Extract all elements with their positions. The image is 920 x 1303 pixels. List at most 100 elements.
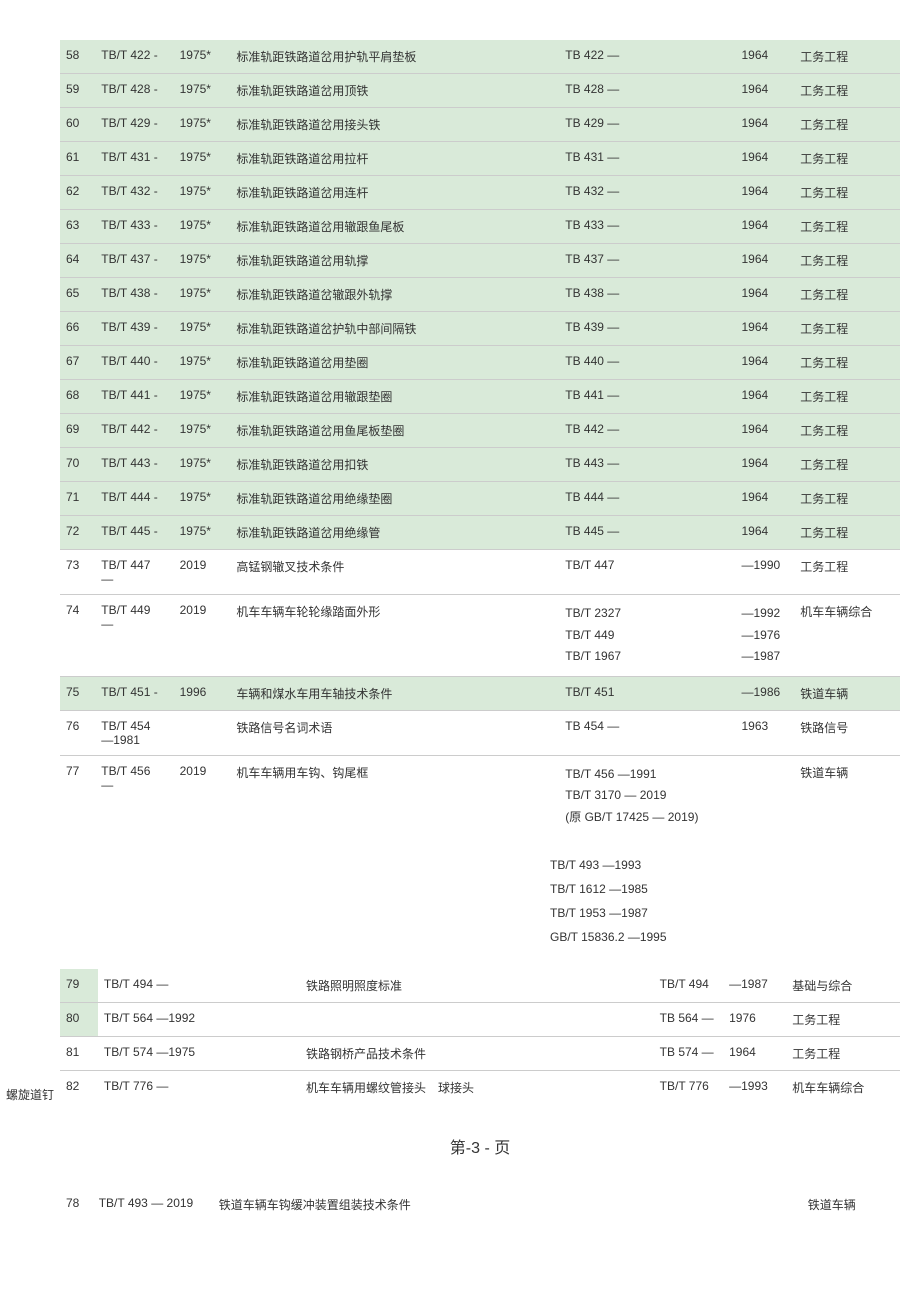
std-year: 1975* <box>172 74 231 108</box>
category: 工务工程 <box>794 244 900 278</box>
row-index: 59 <box>60 74 95 108</box>
table-row: 65TB/T 438 -1975*标准轨距铁路道岔辙跟外轨撑TB 438 —19… <box>60 278 900 312</box>
category: 铁路信号 <box>794 710 900 755</box>
table-row: 68TB/T 441 -1975*标准轨距铁路道岔用辙跟垫圈TB 441 —19… <box>60 380 900 414</box>
table-row: 72TB/T 445 -1975*标准轨距铁路道岔用绝缘管TB 445 —196… <box>60 516 900 550</box>
std-year: 1975* <box>172 516 231 550</box>
ref-code: TB 429 — <box>559 108 735 142</box>
row-index: 77 <box>60 755 95 836</box>
ref-code: TB/T 494 <box>654 969 723 1003</box>
row-index: 74 <box>60 595 95 677</box>
category: 工务工程 <box>794 108 900 142</box>
std-title: 标准轨距铁路道岔用绝缘管 <box>230 516 559 550</box>
category: 工务工程 <box>794 40 900 74</box>
table-row: 70TB/T 443 -1975*标准轨距铁路道岔用扣铁TB 443 —1964… <box>60 448 900 482</box>
ref-code: TB 440 — <box>559 346 735 380</box>
ref-line: —1987 <box>741 646 788 668</box>
table-row: 59TB/T 428 -1975*标准轨距铁路道岔用顶铁TB 428 —1964… <box>60 74 900 108</box>
table-row: 76TB/T 454 —1981铁路信号名词术语TB 454 —1963铁路信号 <box>60 710 900 755</box>
std-year: 1975* <box>172 176 231 210</box>
std-year: 2019 <box>172 595 231 677</box>
std-year: 1975* <box>172 40 231 74</box>
std-year: 1975* <box>172 278 231 312</box>
ref-line: GB/T 15836.2 —1995 <box>550 925 900 949</box>
ref-code: TB 441 — <box>559 380 735 414</box>
row-index: 70 <box>60 448 95 482</box>
ref-code: TB 433 — <box>559 210 735 244</box>
ref-code: TB/T 451 <box>559 676 735 710</box>
ref-code: TB 442 — <box>559 414 735 448</box>
std-title: 标准轨距铁路道岔用扣铁 <box>230 448 559 482</box>
table-row: 67TB/T 440 -1975*标准轨距铁路道岔用垫圈TB 440 —1964… <box>60 346 900 380</box>
std-year: 1975* <box>172 346 231 380</box>
row-index: 64 <box>60 244 95 278</box>
ref-code: TB 445 — <box>559 516 735 550</box>
table-row: 75TB/T 451 -1996车辆和煤水车用车轴技术条件TB/T 451—19… <box>60 676 900 710</box>
row-index: 69 <box>60 414 95 448</box>
category: 工务工程 <box>794 346 900 380</box>
std-title: 机车车辆用螺纹管接头 球接头 <box>300 1070 654 1104</box>
std-title: 机车车辆用车钩、钩尾框 <box>230 755 559 836</box>
row-index: 80 <box>60 1002 98 1036</box>
std-year: 1975* <box>172 380 231 414</box>
table-row: 71TB/T 444 -1975*标准轨距铁路道岔用绝缘垫圈TB 444 —19… <box>60 482 900 516</box>
std-year: 1996 <box>172 676 231 710</box>
std-title: 铁路信号名词术语 <box>230 710 559 755</box>
table-row: 69TB/T 442 -1975*标准轨距铁路道岔用鱼尾板垫圈TB 442 —1… <box>60 414 900 448</box>
std-year <box>237 1036 300 1070</box>
ref-line: TB/T 456 —1991 <box>565 764 729 786</box>
std-title: 标准轨距铁路道岔用鱼尾板垫圈 <box>230 414 559 448</box>
std-code: TB/T 454 —1981 <box>95 710 171 755</box>
ref-year: 1964 <box>735 312 794 346</box>
ref-line: —1976 <box>741 625 788 647</box>
std-title: 铁路钢桥产品技术条件 <box>300 1036 654 1070</box>
ref-year: —1987 <box>723 969 786 1003</box>
row-index: 63 <box>60 210 95 244</box>
category: 铁道车辆 <box>802 1188 900 1221</box>
std-code: TB/T 438 - <box>95 278 171 312</box>
std-year <box>237 969 300 1003</box>
row-index: 78 <box>60 1188 93 1221</box>
std-title: 标准轨距铁路道岔用顶铁 <box>230 74 559 108</box>
std-title: 标准轨距铁路道岔用护轨平肩垫板 <box>230 40 559 74</box>
category: 工务工程 <box>794 74 900 108</box>
category: 工务工程 <box>786 1002 900 1036</box>
ref-line: TB/T 1953 —1987 <box>550 901 900 925</box>
std-code: TB/T 447 — <box>95 550 171 595</box>
row-index: 60 <box>60 108 95 142</box>
table-row: 80TB/T 564 —1992TB 564 —1976工务工程 <box>60 1002 900 1036</box>
category: 工务工程 <box>794 448 900 482</box>
ref-year: 1964 <box>735 482 794 516</box>
ref-code: TB 439 — <box>559 312 735 346</box>
category: 工务工程 <box>794 142 900 176</box>
ref-code: TB/T 456 —1991TB/T 3170 — 2019(原 GB/T 17… <box>559 755 735 836</box>
row-index: 66 <box>60 312 95 346</box>
std-code: TB/T 442 - <box>95 414 171 448</box>
std-year: 1975* <box>172 142 231 176</box>
std-code: TB/T 776 — <box>98 1070 237 1104</box>
row-index: 58 <box>60 40 95 74</box>
row-index: 73 <box>60 550 95 595</box>
std-title: 标准轨距铁路道岔用拉杆 <box>230 142 559 176</box>
std-code: TB/T 441 - <box>95 380 171 414</box>
std-title: 高锰钢辙叉技术条件 <box>230 550 559 595</box>
table-row: 82TB/T 776 —机车车辆用螺纹管接头 球接头TB/T 776—1993机… <box>60 1070 900 1104</box>
bottom-table: 78 TB/T 493 — 2019 铁道车辆车钩缓冲装置组装技术条件 铁道车辆 <box>60 1188 900 1221</box>
table-row: 79TB/T 494 —铁路照明照度标准TB/T 494—1987基础与综合 <box>60 969 900 1003</box>
table-row: 63TB/T 433 -1975*标准轨距铁路道岔用辙跟鱼尾板TB 433 —1… <box>60 210 900 244</box>
std-code: TB/T 445 - <box>95 516 171 550</box>
ref-year: 1964 <box>723 1036 786 1070</box>
ref-year <box>735 755 794 836</box>
category: 铁道车辆 <box>794 676 900 710</box>
ref-year: 1964 <box>735 448 794 482</box>
table-row: 60TB/T 429 -1975*标准轨距铁路道岔用接头铁TB 429 —196… <box>60 108 900 142</box>
ref-line: TB/T 3170 — 2019 <box>565 785 729 807</box>
table-row: 62TB/T 432 -1975*标准轨距铁路道岔用连杆TB 432 —1964… <box>60 176 900 210</box>
table-row: 66TB/T 439 -1975*标准轨距铁路道岔护轨中部间隔铁TB 439 —… <box>60 312 900 346</box>
ref-year: 1976 <box>723 1002 786 1036</box>
ref-code: TB 437 — <box>559 244 735 278</box>
table-row: 74TB/T 449 —2019机车车辆车轮轮缘踏面外形TB/T 2327TB/… <box>60 595 900 677</box>
std-year: 1975* <box>172 448 231 482</box>
ref-year: 1964 <box>735 346 794 380</box>
std-title: 标准轨距铁路道岔用轨撑 <box>230 244 559 278</box>
